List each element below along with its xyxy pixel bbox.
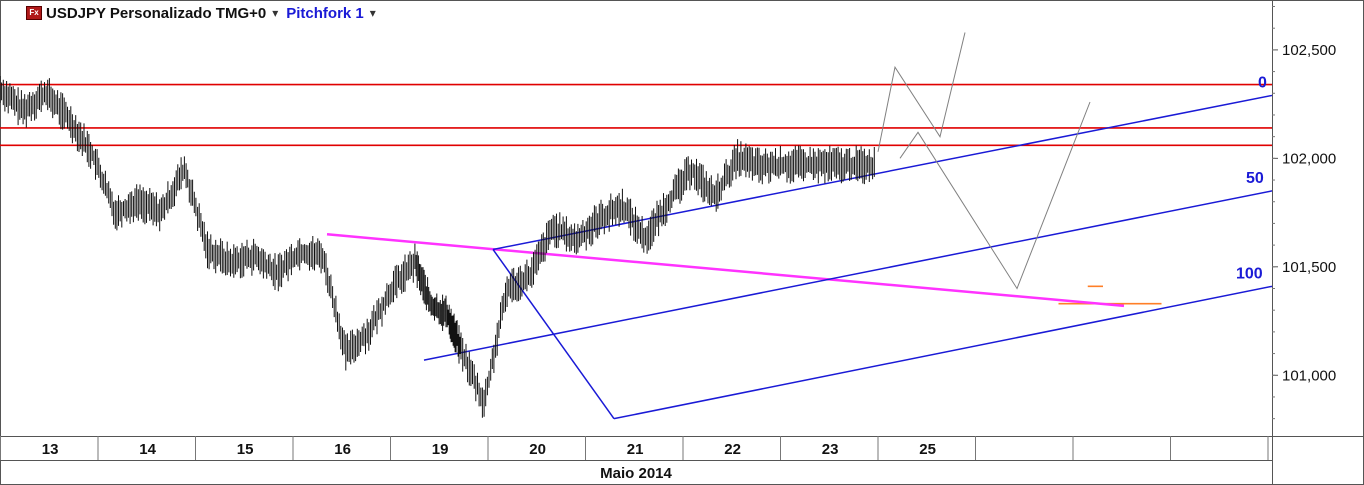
x-tick-label: 21 (627, 441, 644, 458)
pitchfork-line-100 (613, 285, 1273, 420)
x-tick-label: 22 (724, 441, 741, 458)
y-tick-label: 101,000 (1282, 367, 1336, 384)
trend-line (326, 233, 1125, 308)
x-tick-label: 14 (139, 441, 156, 458)
x-tick-label: 25 (919, 441, 936, 458)
chevron-down-icon[interactable]: ▾ (272, 6, 279, 20)
y-tick-label: 101,500 (1282, 259, 1336, 276)
x-tick-label: 16 (334, 441, 351, 458)
chart-title-bar: Fx USDJPY Personalizado TMG+0 ▾ Pitchfor… (26, 3, 384, 23)
study-title[interactable]: Pitchfork 1 (286, 4, 364, 22)
x-tick-label: 13 (42, 441, 59, 458)
pitchfork-level-label: 100 (1236, 265, 1263, 282)
x-tick-label: 19 (432, 441, 449, 458)
y-tick-label: 102,500 (1282, 42, 1336, 59)
x-tick-label: 20 (529, 441, 546, 458)
x-axis-label: Maio 2014 (600, 465, 672, 482)
projection-path (877, 32, 966, 152)
price-bars (0, 76, 875, 418)
pitchfork-level-label: 50 (1246, 170, 1264, 187)
projection-path (899, 101, 1091, 290)
pitchfork-line-0 (492, 94, 1273, 251)
x-tick-label: 23 (822, 441, 839, 458)
pitchfork-line-50 (423, 190, 1273, 361)
fx-icon: Fx (26, 6, 42, 20)
symbol-title[interactable]: USDJPY Personalizado TMG+0 (46, 4, 267, 22)
pitchfork-level-label: 0 (1258, 74, 1267, 91)
x-tick-label: 15 (237, 441, 254, 458)
y-tick-label: 102,000 (1282, 150, 1336, 167)
chevron-down-icon[interactable]: ▾ (369, 6, 376, 20)
